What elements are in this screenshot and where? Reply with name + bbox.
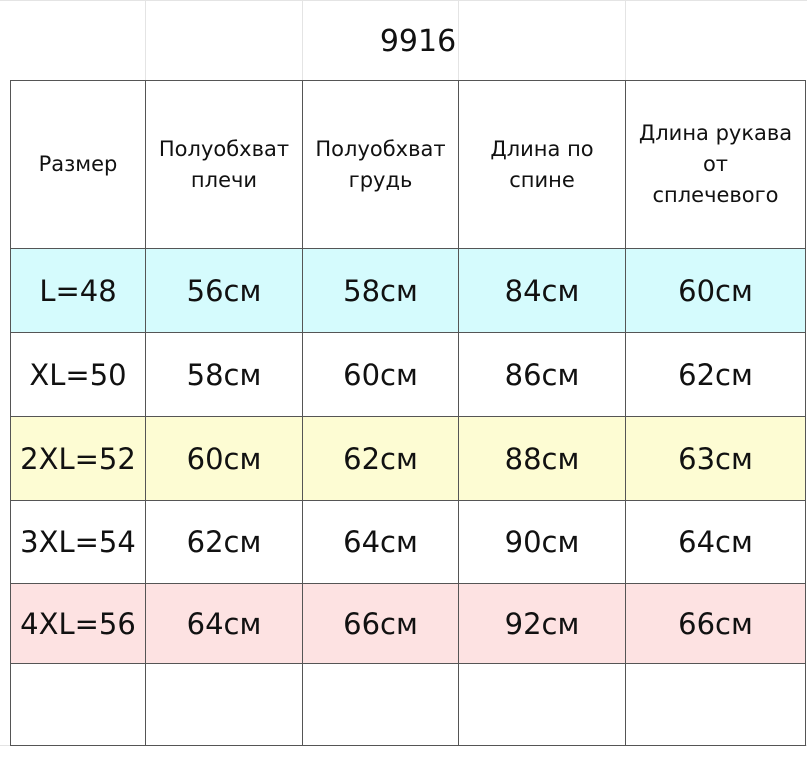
cell-text: 88см: [504, 441, 580, 476]
table-cell: 3XL=54: [10, 500, 146, 584]
cell-text: 64см: [343, 525, 418, 559]
cell-text: 60см: [186, 441, 262, 476]
table-cell: 64см: [625, 500, 806, 584]
table-cell: 88см: [458, 416, 626, 501]
table-cell: 62см: [145, 500, 303, 584]
header-text: Полуобхват: [315, 136, 446, 161]
cell-text: 90см: [504, 525, 580, 559]
header-text: Полуобхват: [158, 136, 290, 161]
cell-text: 3XL=54: [20, 525, 136, 559]
table-cell: 60см: [302, 332, 459, 417]
table-cell: Длина рукава от сплечевого: [625, 80, 806, 249]
cell-text: 92см: [504, 606, 580, 641]
table-cell: Размер: [10, 80, 146, 249]
table-cell: [302, 663, 459, 746]
cell-text: 62см: [186, 525, 262, 559]
table-cell: 84см: [458, 248, 626, 333]
sheet-grid: [302, 0, 303, 80]
cell-text: 58см: [343, 273, 418, 308]
sheet-grid: [458, 0, 459, 80]
header-text: от: [702, 152, 729, 176]
cell-text: 64см: [678, 525, 753, 559]
cell-text: 86см: [504, 357, 580, 392]
table-cell: 62см: [625, 332, 806, 417]
cell-text: 58см: [186, 357, 262, 392]
table-cell: 62см: [302, 416, 459, 501]
table-cell: XL=50: [10, 332, 146, 417]
cell-text: 60см: [678, 273, 753, 308]
cell-text: XL=50: [29, 357, 127, 392]
header-text: Длина рукава: [638, 121, 793, 145]
cell-text: 60см: [343, 357, 418, 392]
table-cell: 4XL=56: [10, 583, 146, 664]
table-cell: 60см: [145, 416, 303, 501]
cell-text: 62см: [678, 357, 753, 392]
header-text: грудь: [348, 167, 413, 192]
cell-text: 64см: [186, 606, 262, 641]
header-text: Размер: [38, 152, 118, 176]
header-text: Длина по: [490, 136, 594, 161]
table-cell: L=48: [10, 248, 146, 333]
cell-text: 66см: [343, 606, 418, 641]
table-cell: 63см: [625, 416, 806, 501]
table-cell: 58см: [302, 248, 459, 333]
cell-text: 63см: [678, 441, 753, 476]
table-cell: 60см: [625, 248, 806, 333]
table-cell: 58см: [145, 332, 303, 417]
header-text: плечи: [190, 167, 258, 192]
cell-text: 2XL=52: [20, 441, 136, 476]
table-cell: 92см: [458, 583, 626, 664]
table-cell: 64см: [145, 583, 303, 664]
table-cell: 90см: [458, 500, 626, 584]
table-cell: [145, 663, 303, 746]
table-cell: 66см: [302, 583, 459, 664]
table-cell: 2XL=52: [10, 416, 146, 501]
table-cell: [458, 663, 626, 746]
table-cell: 66см: [625, 583, 806, 664]
table-cell: [10, 663, 146, 746]
table-cell: Полуобхват грудь: [302, 80, 459, 249]
title: 9916: [379, 24, 457, 59]
table-cell: 64см: [302, 500, 459, 584]
cell-text: L=48: [39, 273, 117, 308]
sheet-grid: [625, 0, 626, 80]
table-cell: [625, 663, 806, 746]
header-text: сплечевого: [652, 183, 779, 207]
cell-text: 84см: [504, 273, 580, 308]
sheet-grid: [0, 0, 807, 1]
table-cell: Полуобхват плечи: [145, 80, 303, 249]
header-text: спине: [509, 167, 575, 192]
table-cell: 56см: [145, 248, 303, 333]
table-cell: Длина по спине: [458, 80, 626, 249]
cell-text: 4XL=56: [20, 606, 136, 641]
cell-text: 66см: [678, 606, 753, 641]
table-cell: 86см: [458, 332, 626, 417]
sheet-grid: [145, 0, 146, 80]
cell-text: 56см: [186, 273, 262, 308]
cell-text: 62см: [343, 441, 418, 476]
